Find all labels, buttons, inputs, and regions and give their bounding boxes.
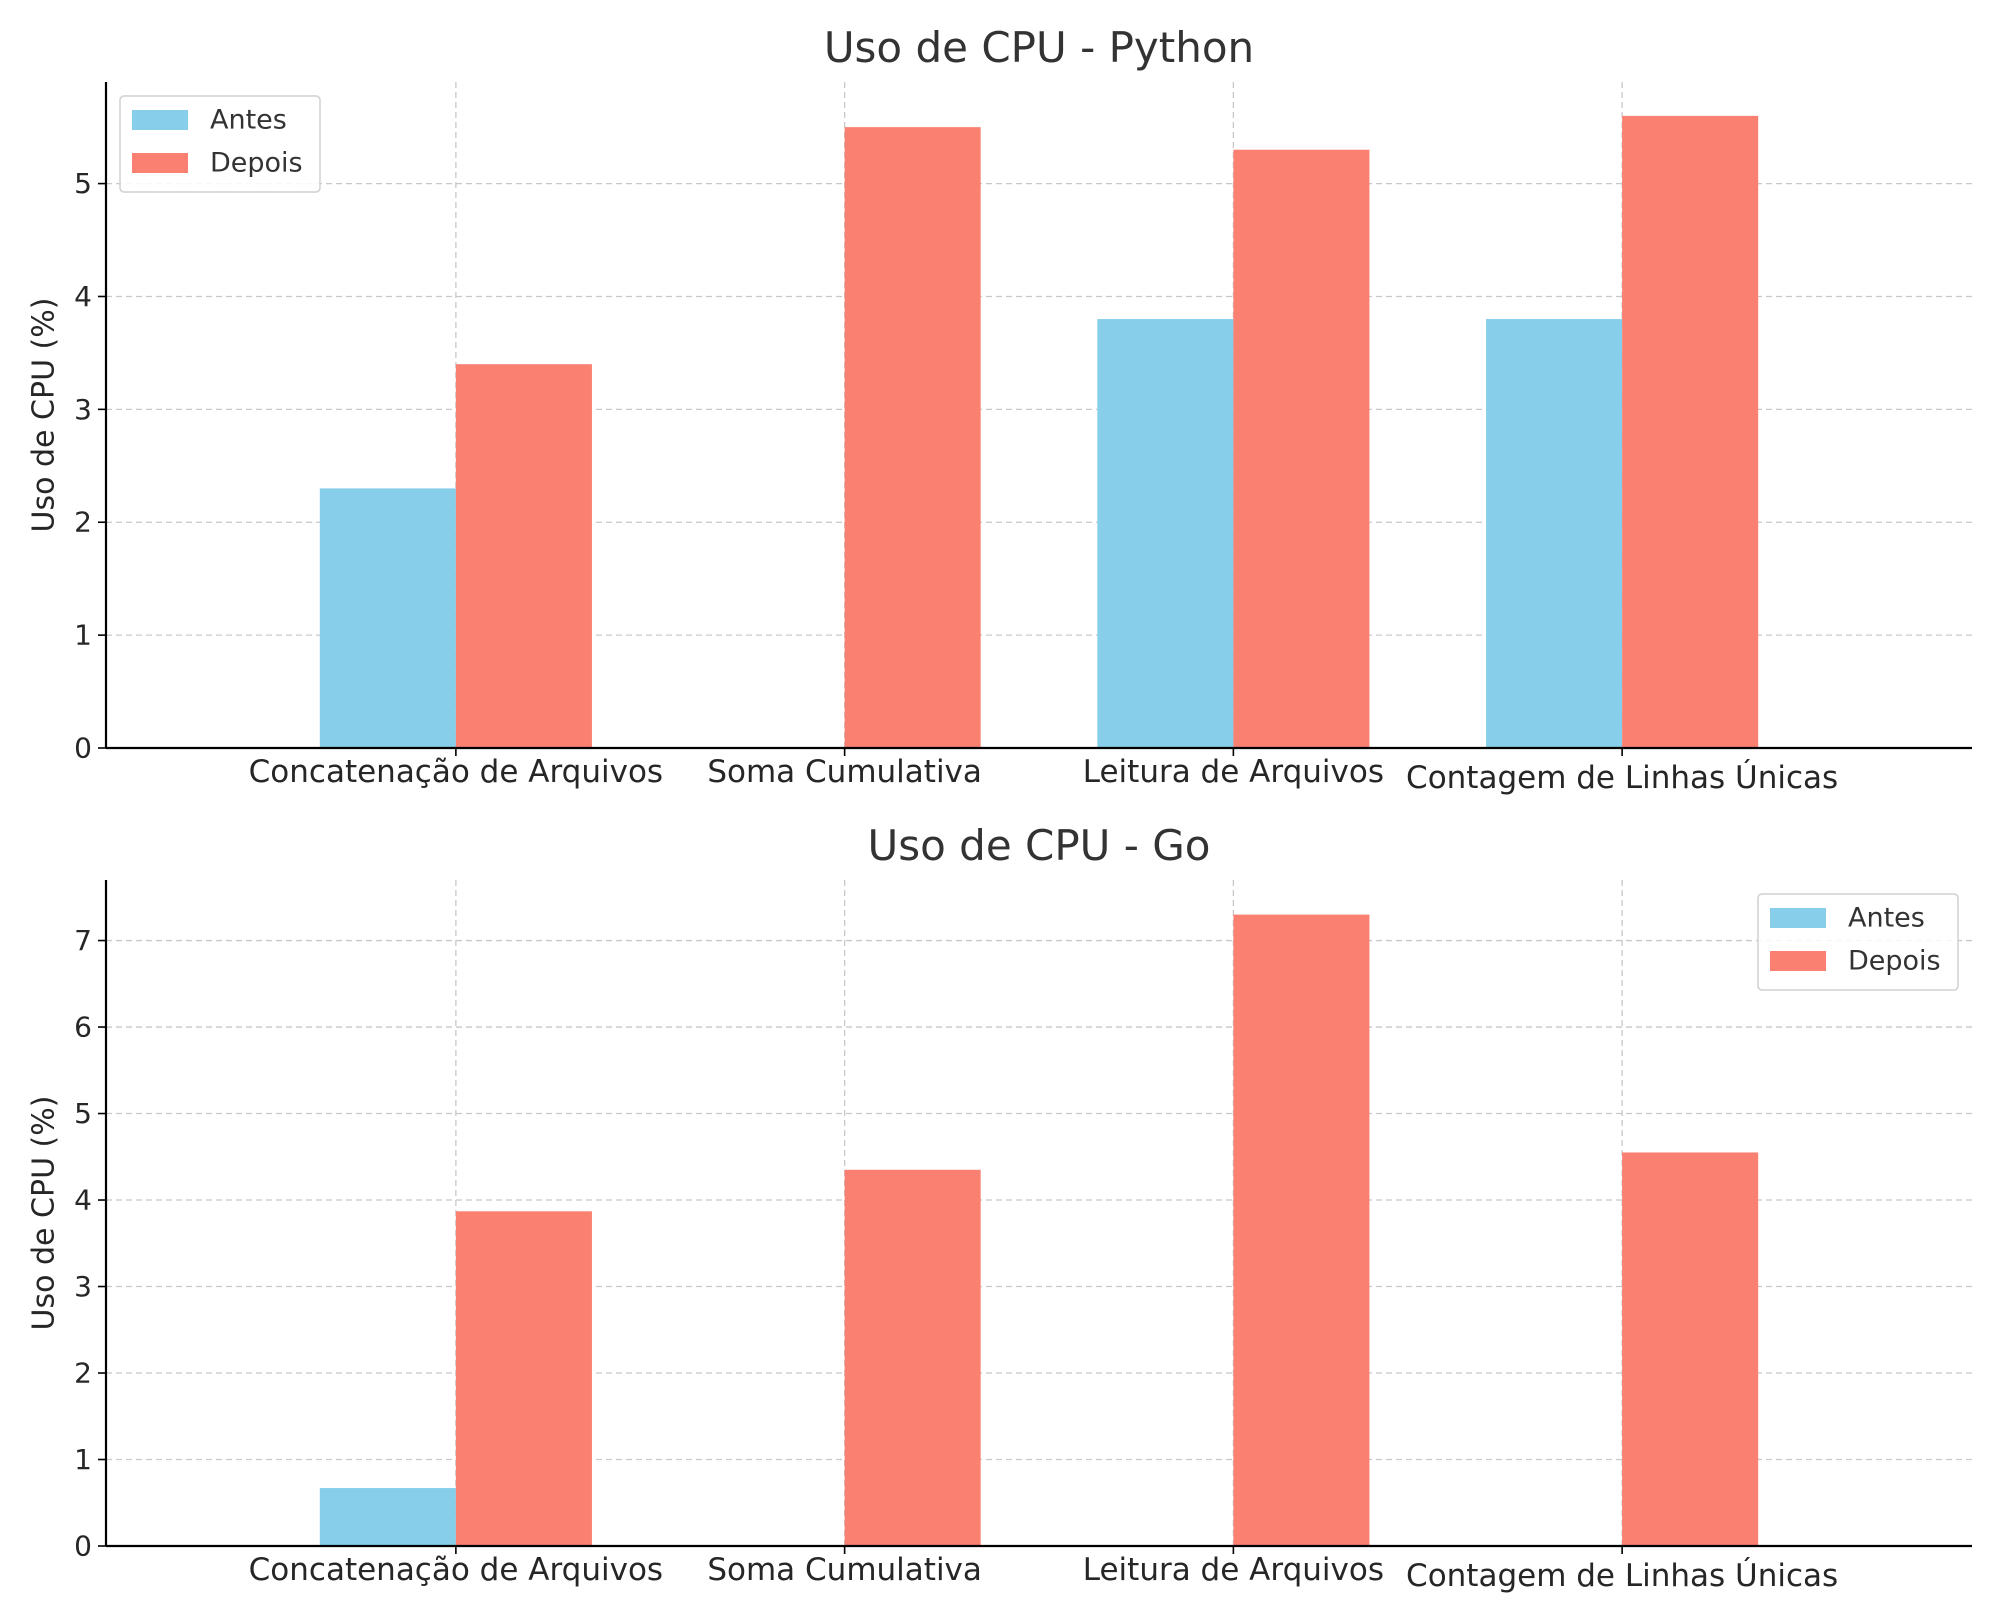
bar-depois-2 (1233, 914, 1370, 1546)
y-tick-label: 7 (74, 924, 92, 957)
y-tick-label: 5 (74, 167, 92, 200)
y-axis-label: Uso de CPU (%) (27, 1096, 62, 1331)
bar-antes-0 (319, 488, 456, 748)
legend-swatch-depois (132, 153, 188, 173)
legend: Antes Depois (1757, 893, 1959, 991)
legend-swatch-antes (1770, 908, 1826, 928)
chart-python: Uso de CPU - Python Uso de CPU (%) 0 1 2 3 4… (27, 23, 1972, 796)
x-tick-label: Leitura de Arquivos (1083, 754, 1384, 790)
legend-label-depois: Depois (1848, 946, 1941, 977)
x-tick-label: Concatenação de Arquivos (249, 754, 663, 790)
x-tick-label: Concatenação de Arquivos (249, 1552, 663, 1588)
y-axis-label: Uso de CPU (%) (27, 298, 62, 533)
series-antes (319, 1488, 456, 1546)
x-tick-label: Soma Cumulativa (707, 1552, 982, 1588)
series-antes (319, 319, 1623, 748)
legend: Antes Depois (119, 95, 321, 193)
legend-label-depois: Depois (210, 148, 303, 179)
bar-depois-2 (1233, 149, 1370, 748)
y-tick-label: 3 (74, 393, 92, 426)
y-tick-label: 2 (74, 1357, 92, 1390)
bar-depois-3 (1622, 1152, 1759, 1546)
x-tick-label: Contagem de Linhas Únicas (1406, 1557, 1838, 1594)
axes: 0 1 2 3 4 5 Concatenação de Arquivos Soma Cumul… (74, 82, 1972, 796)
bar-antes-3 (1486, 319, 1623, 748)
chart-title: Uso de CPU - Go (867, 821, 1210, 870)
y-tick-label: 2 (74, 506, 92, 539)
legend-label-antes: Antes (210, 105, 287, 136)
y-tick-label: 1 (74, 1443, 92, 1476)
axes: 0 1 2 3 4 5 6 7 Concatenação de Arquivos Soma Cum… (74, 880, 1972, 1594)
y-tick-label: 0 (74, 732, 92, 765)
y-tick-label: 1 (74, 619, 92, 652)
x-tick-label: Leitura de Arquivos (1083, 1552, 1384, 1588)
bar-depois-1 (844, 1169, 981, 1546)
legend-swatch-antes (132, 110, 188, 130)
y-tick-label: 3 (74, 1270, 92, 1303)
series-depois (455, 115, 1759, 749)
y-tick-label: 0 (74, 1530, 92, 1563)
y-tick-label: 4 (74, 280, 92, 313)
series-depois (455, 914, 1759, 1546)
bar-antes-0 (319, 1488, 456, 1546)
x-tick-label: Soma Cumulativa (707, 754, 982, 790)
bar-antes-2 (1097, 319, 1234, 748)
chart-title: Uso de CPU - Python (824, 23, 1254, 72)
y-tick-label: 5 (74, 1097, 92, 1130)
bar-depois-0 (455, 364, 592, 748)
bar-depois-1 (844, 127, 981, 749)
bar-depois-0 (455, 1211, 592, 1546)
x-tick-label: Contagem de Linhas Únicas (1406, 759, 1838, 796)
chart-go: Uso de CPU - Go Uso de CPU (%) 0 1 2 3 4 5 6 7 C… (27, 821, 1972, 1594)
legend-label-antes: Antes (1848, 903, 1925, 934)
y-tick-label: 6 (74, 1011, 92, 1044)
y-tick-label: 4 (74, 1184, 92, 1217)
bar-depois-3 (1622, 115, 1759, 749)
legend-swatch-depois (1770, 951, 1826, 971)
